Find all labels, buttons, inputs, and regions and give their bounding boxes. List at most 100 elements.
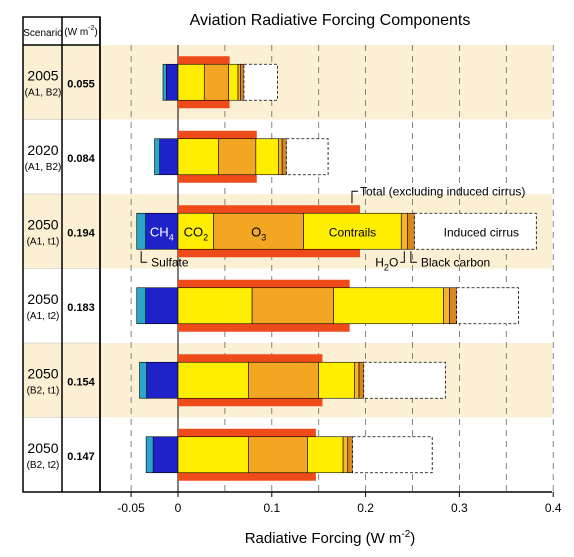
- bar-group: 2050 (B2, t2) 0.147: [27, 428, 433, 481]
- scenario-label: (A1, t1): [27, 236, 60, 247]
- contrails-segment: [318, 361, 355, 399]
- induced-cirrus-label: Induced cirrus: [444, 225, 519, 239]
- x-tick-label: 0.2: [357, 501, 374, 515]
- induced-cirrus-segment: [456, 287, 519, 325]
- row-band: [23, 45, 552, 120]
- co2-segment: [177, 63, 205, 101]
- h2o-label: H2O: [375, 255, 398, 272]
- o3-segment: [218, 138, 257, 176]
- black-carbon-segment: [240, 63, 245, 101]
- sulfate-leader: [140, 251, 148, 263]
- contrails-segment: [255, 138, 279, 176]
- x-tick-label: 0.4: [545, 501, 562, 515]
- black-carbon-segment: [347, 436, 353, 474]
- black-carbon-segment: [449, 287, 457, 325]
- bar-group: 2020 (A1, B2) 0.084: [25, 130, 329, 183]
- gridlines: [130, 45, 554, 492]
- total-value: 0.147: [67, 451, 95, 463]
- co2-segment: [177, 212, 214, 250]
- black-carbon-label: Black carbon: [421, 255, 490, 269]
- induced-cirrus-segment: [285, 138, 329, 176]
- total-value: 0.194: [67, 227, 95, 239]
- sulfate-segment: [162, 63, 167, 101]
- x-tick-label: 0.3: [451, 501, 468, 515]
- co2-segment: [177, 361, 249, 399]
- total-value: 0.183: [67, 302, 95, 314]
- x-tick-label: 0: [175, 501, 182, 515]
- bar-group: 2005 (A1, B2) 0.055: [25, 56, 278, 109]
- black-carbon-segment: [358, 361, 365, 399]
- scenario-label: (A1, B2): [25, 87, 62, 98]
- x-ticks: -0.05 0 0.1 0.2 0.3 0.4: [117, 492, 562, 515]
- induced-cirrus-segment: [243, 63, 278, 101]
- sulfate-label: Sulfate: [151, 255, 189, 269]
- scenario-label: (A1, B2): [25, 162, 62, 173]
- ch4-segment: [145, 212, 179, 250]
- scenario-year: 2050: [27, 365, 58, 381]
- h2o-segment: [342, 436, 349, 474]
- units-header: (W m-2): [64, 25, 97, 38]
- scenario-year: 2050: [27, 440, 58, 456]
- scenario-label: (B2, t1): [27, 385, 60, 396]
- co2-segment: [177, 287, 253, 325]
- x-axis-label: Radiative Forcing (W m-2): [245, 529, 416, 547]
- black-carbon-segment: [407, 212, 415, 250]
- ch4-segment: [165, 63, 179, 101]
- o3-segment: [248, 436, 308, 474]
- annotations: CH4 CO2 O3 Contrails Induced cirrus Total (ex…: [140, 184, 525, 272]
- o3-segment: [203, 63, 229, 101]
- ch4-segment: [159, 138, 179, 176]
- scenario-label: (B2, t2): [27, 460, 60, 471]
- o3-segment: [213, 212, 304, 250]
- total-label: Total (excluding induced cirrus): [360, 184, 525, 198]
- sulfate-segment: [136, 287, 146, 325]
- scenario-label: (A1, t2): [27, 311, 60, 322]
- induced-cirrus-segment: [413, 212, 537, 250]
- scenario-year: 2020: [27, 142, 58, 158]
- chart-title: Aviation Radiative Forcing Components: [190, 12, 471, 29]
- bar-group: 2050 (A1, t2) 0.183: [27, 279, 519, 332]
- o3-segment: [251, 287, 335, 325]
- h2o-segment: [237, 63, 241, 101]
- scenario-year: 2005: [27, 67, 58, 83]
- h2o-leader: [400, 251, 405, 263]
- induced-cirrus-segment: [352, 436, 433, 474]
- sulfate-segment: [136, 212, 146, 250]
- o3-segment: [248, 361, 320, 399]
- total-value: 0.154: [67, 376, 95, 388]
- o3-label: O3: [251, 224, 266, 242]
- scenario-year: 2050: [27, 216, 58, 232]
- bar-group: 2050 (A1, t1) 0.194: [27, 205, 537, 258]
- x-tick-label: -0.05: [117, 501, 145, 515]
- total-value: 0.084: [67, 153, 95, 165]
- contrails-segment: [228, 63, 239, 101]
- ch4-segment: [145, 287, 179, 325]
- h2o-segment: [443, 287, 450, 325]
- co2-label: CO2: [184, 224, 209, 242]
- scenario-year: 2050: [27, 291, 58, 307]
- ch4-segment: [146, 361, 179, 399]
- sulfate-segment: [139, 361, 147, 399]
- sulfate-segment: [145, 436, 154, 474]
- black-carbon-leader: [410, 251, 417, 263]
- contrails-segment: [333, 287, 444, 325]
- total-value: 0.055: [67, 78, 95, 90]
- sulfate-segment: [154, 138, 161, 176]
- bar-groups: 2005 (A1, B2) 0.055 2020 (A1, B2) 0.084 2050 (A…: [25, 56, 537, 481]
- contrails-segment: [303, 212, 402, 250]
- induced-cirrus-segment: [363, 361, 446, 399]
- co2-segment: [177, 436, 249, 474]
- contrails-segment: [307, 436, 344, 474]
- scenario-header: Scenario: [23, 28, 63, 39]
- ch4-label: CH4: [150, 224, 174, 242]
- ch4-segment: [152, 436, 179, 474]
- black-carbon-segment: [281, 138, 287, 176]
- h2o-segment: [354, 361, 360, 399]
- contrails-label: Contrails: [329, 225, 376, 239]
- bar-group: 2050 (B2, t1) 0.154: [27, 354, 446, 407]
- h2o-segment: [278, 138, 283, 176]
- h2o-segment: [400, 212, 408, 250]
- x-tick-label: 0.1: [263, 501, 280, 515]
- total-leader: [351, 190, 358, 204]
